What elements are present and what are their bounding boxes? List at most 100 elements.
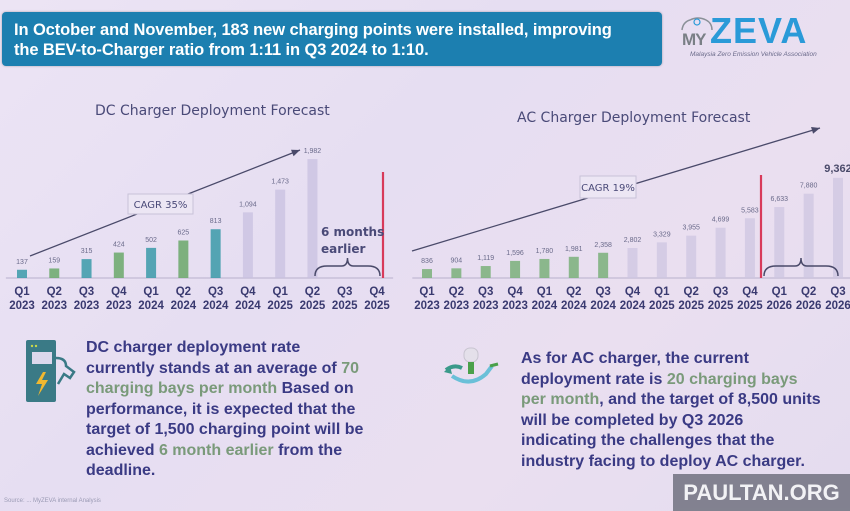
dc-description: DC charger deployment rate currently sta… bbox=[86, 338, 366, 482]
cagr-label: CAGR 35% bbox=[134, 200, 188, 211]
bar-0 bbox=[422, 269, 432, 278]
cagr-label: CAGR 19% bbox=[581, 183, 635, 194]
data-label-7: 2,802 bbox=[624, 237, 642, 244]
bar-7 bbox=[627, 248, 638, 278]
early-annotation-0: 6 months bbox=[321, 225, 384, 239]
description-text: , and the target of 8,500 units will be … bbox=[521, 391, 821, 470]
bar-4 bbox=[539, 258, 550, 278]
bar-1 bbox=[49, 268, 60, 278]
tick-quarter-7: Q4 bbox=[625, 286, 641, 298]
tick-year-0: 2023 bbox=[414, 300, 440, 312]
ev-charger-icon bbox=[26, 340, 76, 402]
bar-6 bbox=[210, 229, 221, 278]
bar-3 bbox=[510, 260, 521, 278]
tick-year-13: 2026 bbox=[796, 300, 822, 312]
tick-quarter-1: Q2 bbox=[47, 286, 62, 298]
ac-description: As for AC charger, the current deploymen… bbox=[521, 349, 821, 472]
headline-text: In October and November, 183 new chargin… bbox=[14, 20, 612, 60]
description-text: DC charger deployment rate currently sta… bbox=[86, 339, 342, 377]
headline-line-1: In October and November, 183 new chargin… bbox=[14, 21, 612, 39]
cagr-box bbox=[127, 193, 194, 215]
tick-year-6: 2024 bbox=[203, 300, 229, 312]
ac-plug-icon bbox=[444, 347, 499, 384]
data-label-8: 3,329 bbox=[653, 231, 671, 238]
early-annotation-1: earlier bbox=[321, 242, 366, 256]
tick-year-2: 2023 bbox=[74, 300, 100, 312]
tick-year-10: 2025 bbox=[332, 300, 358, 312]
tick-quarter-0: Q1 bbox=[419, 286, 435, 298]
logo-my: MY bbox=[682, 30, 706, 49]
tick-year-11: 2025 bbox=[737, 300, 763, 312]
headline-line-2: the BEV-to-Charger ratio from 1:11 in Q3… bbox=[14, 41, 429, 59]
tick-year-10: 2025 bbox=[708, 300, 734, 312]
tick-quarter-9: Q2 bbox=[305, 286, 320, 298]
data-label-2: 1,119 bbox=[477, 255, 494, 262]
cagr-arrow-head bbox=[811, 127, 820, 134]
data-label-8: 1,473 bbox=[271, 179, 289, 186]
tick-quarter-14: Q3 bbox=[830, 286, 845, 298]
tick-quarter-1: Q2 bbox=[449, 286, 464, 298]
tick-quarter-10: Q3 bbox=[337, 286, 352, 298]
tick-year-4: 2024 bbox=[532, 300, 558, 312]
bar-10 bbox=[715, 227, 726, 278]
data-label-0: 836 bbox=[421, 258, 433, 265]
highlight-text: 20 charging bays per month bbox=[521, 370, 798, 409]
data-label-5: 1,981 bbox=[565, 246, 583, 253]
tick-quarter-12: Q1 bbox=[772, 286, 788, 298]
tick-quarter-3: Q4 bbox=[111, 286, 127, 298]
tick-year-3: 2023 bbox=[502, 300, 528, 312]
ac-charger-chart: 836 Q1 2023 904 Q2 2023 1,119 Q3 2023 1,596 Q4 2023… bbox=[411, 127, 850, 312]
tick-quarter-2: Q3 bbox=[478, 286, 493, 298]
tick-year-7: 2024 bbox=[620, 300, 646, 312]
dc-charger-chart: 137 Q1 2023 159 Q2 2023 315 Q3 2023 424 Q4 2023 502 Q… bbox=[5, 148, 394, 312]
myzeva-logo: MY ZEVA Malaysia Zero Emission Vehicle A… bbox=[680, 6, 840, 58]
tick-quarter-11: Q4 bbox=[369, 286, 385, 298]
data-label-1: 904 bbox=[451, 257, 463, 264]
description-text: from the deadline. bbox=[86, 441, 343, 480]
bar-5 bbox=[178, 240, 189, 278]
bar-13 bbox=[803, 193, 814, 278]
tick-year-8: 2025 bbox=[267, 300, 293, 312]
tick-year-0: 2023 bbox=[9, 300, 35, 312]
bar-8 bbox=[275, 189, 286, 278]
tick-quarter-0: Q1 bbox=[14, 286, 30, 298]
tick-quarter-4: Q1 bbox=[537, 286, 553, 298]
tick-quarter-5: Q2 bbox=[176, 286, 191, 298]
tick-year-11: 2025 bbox=[364, 300, 390, 312]
data-label-10: 4,699 bbox=[712, 217, 730, 224]
bar-9 bbox=[686, 235, 697, 278]
description-text: As for AC charger, the current deploymen… bbox=[521, 350, 749, 388]
ac-chart-title: AC Charger Deployment Forecast bbox=[517, 110, 751, 126]
data-label-6: 2,358 bbox=[594, 242, 612, 249]
logo-zeva: ZEVA bbox=[710, 10, 808, 51]
bar-0 bbox=[17, 269, 27, 278]
bar-11 bbox=[744, 218, 755, 278]
tick-year-4: 2024 bbox=[138, 300, 164, 312]
tick-year-5: 2024 bbox=[561, 300, 587, 312]
bar-7 bbox=[242, 212, 253, 278]
data-label-9: 3,955 bbox=[682, 225, 700, 232]
tick-year-9: 2025 bbox=[678, 300, 704, 312]
bar-12 bbox=[774, 207, 785, 278]
bar-2 bbox=[81, 259, 92, 278]
cagr-box bbox=[579, 175, 637, 199]
data-label-4: 502 bbox=[145, 237, 157, 244]
bar-2 bbox=[480, 266, 491, 278]
bar-9 bbox=[307, 159, 318, 278]
tick-year-5: 2024 bbox=[171, 300, 197, 312]
paultan-watermark: PAULTAN.ORG bbox=[673, 474, 850, 511]
data-label-4: 1,780 bbox=[536, 248, 554, 255]
dc-chart-title: DC Charger Deployment Forecast bbox=[95, 103, 330, 119]
tick-year-3: 2023 bbox=[106, 300, 132, 312]
data-label-7: 1,094 bbox=[239, 201, 257, 208]
tick-quarter-13: Q2 bbox=[801, 286, 816, 298]
data-label-3: 1,596 bbox=[506, 250, 524, 257]
tick-quarter-10: Q3 bbox=[713, 286, 728, 298]
tick-quarter-3: Q4 bbox=[507, 286, 523, 298]
bar-6 bbox=[598, 252, 609, 278]
source-note: Source: ... MyZEVA internal Analysis bbox=[4, 498, 101, 504]
data-label-12: 6,633 bbox=[771, 196, 789, 203]
tick-quarter-8: Q1 bbox=[654, 286, 670, 298]
data-label-6: 813 bbox=[210, 218, 222, 225]
tick-quarter-5: Q2 bbox=[566, 286, 581, 298]
